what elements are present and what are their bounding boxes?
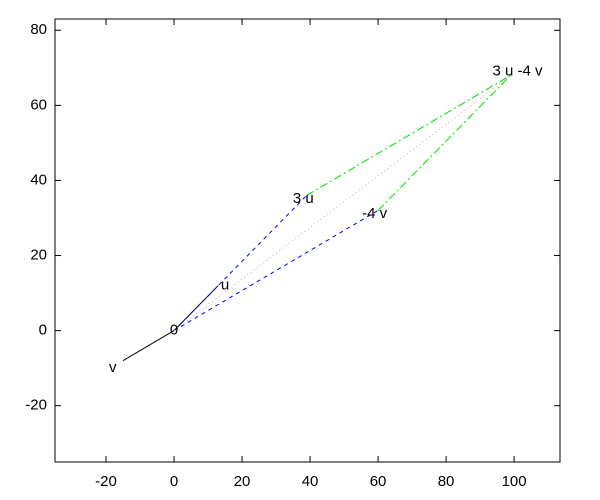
point-label: 3 u	[293, 190, 314, 207]
x-tick-label: 60	[370, 473, 387, 490]
point-label: v	[109, 359, 117, 376]
plot-frame	[54, 18, 561, 463]
y-tick-label: -20	[25, 397, 47, 414]
y-tick-label: 60	[30, 96, 47, 113]
vector-line	[122, 330, 175, 362]
vector-line	[173, 210, 379, 332]
y-tick-label: 20	[30, 246, 47, 263]
x-tick-label: 80	[438, 473, 455, 490]
point-label: -4 v	[362, 205, 388, 222]
y-tick-label: 0	[39, 322, 47, 339]
x-tick-label: 100	[502, 473, 527, 490]
y-tick-label: 40	[30, 171, 47, 188]
y-tick-label: 80	[30, 21, 47, 38]
vector-line	[306, 74, 511, 196]
point-label: 0	[170, 322, 178, 339]
point-label: 3 u -4 v	[492, 63, 543, 80]
vector-line	[173, 74, 511, 332]
x-tick-label: 20	[234, 473, 251, 490]
x-tick-label: -20	[95, 473, 117, 490]
vector-line	[377, 74, 512, 211]
point-label: u	[221, 277, 229, 294]
x-tick-label: 0	[170, 473, 178, 490]
x-tick-label: 40	[302, 473, 319, 490]
